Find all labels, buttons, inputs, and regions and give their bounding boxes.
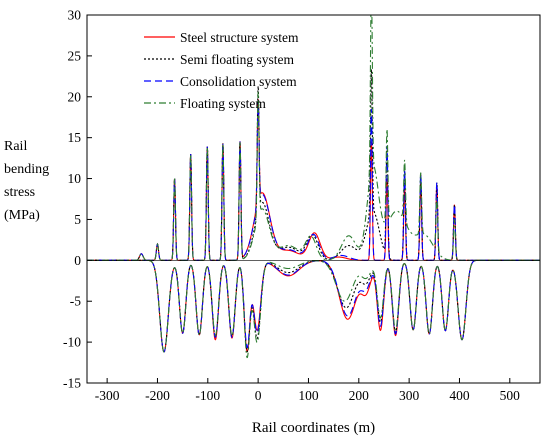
x-tick-label: -300 [95,388,120,403]
y-tick-label: 10 [68,171,82,186]
y-tick-label: 0 [74,253,81,268]
series-line-upper [87,69,540,261]
x-tick-label: -200 [145,388,170,403]
y-tick-label: 5 [74,212,81,227]
y-axis-label-line: (MPa) [4,208,40,223]
series-line-lower [87,259,540,359]
series-line-upper [87,99,540,261]
y-tick-label: 30 [68,8,82,23]
y-axis-label-line: Rail [4,139,28,154]
series-line-upper [87,100,540,261]
series-line-lower [87,259,540,353]
series-line-lower [87,259,540,353]
x-tick-label: 300 [399,388,420,403]
x-axis-label: Rail coordinates (m) [252,420,375,436]
y-tick-label: -10 [63,335,81,350]
y-axis-label-line: bending [4,162,50,177]
series-line-lower [87,259,540,353]
series-layer [87,14,540,359]
y-axis-label-line: stress [4,185,36,200]
legend-label: Consolidation system [180,74,297,89]
x-tick-label: 500 [500,388,521,403]
legend: Steel structure system Semi floating syst… [144,30,299,111]
x-tick-label: 0 [255,388,262,403]
legend-label: Steel structure system [180,30,299,45]
y-tick-label: 20 [68,89,82,104]
axis-layer: -300 -200 -100 0 100 200 300 400 500 -15 -10 -5 0 5 10… [63,8,520,404]
plot-frame [86,14,541,384]
x-tick-label: 200 [349,388,370,403]
legend-label: Semi floating system [180,52,294,67]
y-tick-label: -15 [63,376,81,391]
series-line-upper [87,14,540,261]
y-tick-label: -5 [70,294,81,309]
legend-label: Floating system [180,96,266,111]
x-tick-label: 400 [449,388,470,403]
y-tick-label: 25 [68,48,82,63]
x-tick-label: 100 [298,388,319,403]
x-tick-label: -100 [195,388,220,403]
y-tick-label: 15 [68,130,82,145]
